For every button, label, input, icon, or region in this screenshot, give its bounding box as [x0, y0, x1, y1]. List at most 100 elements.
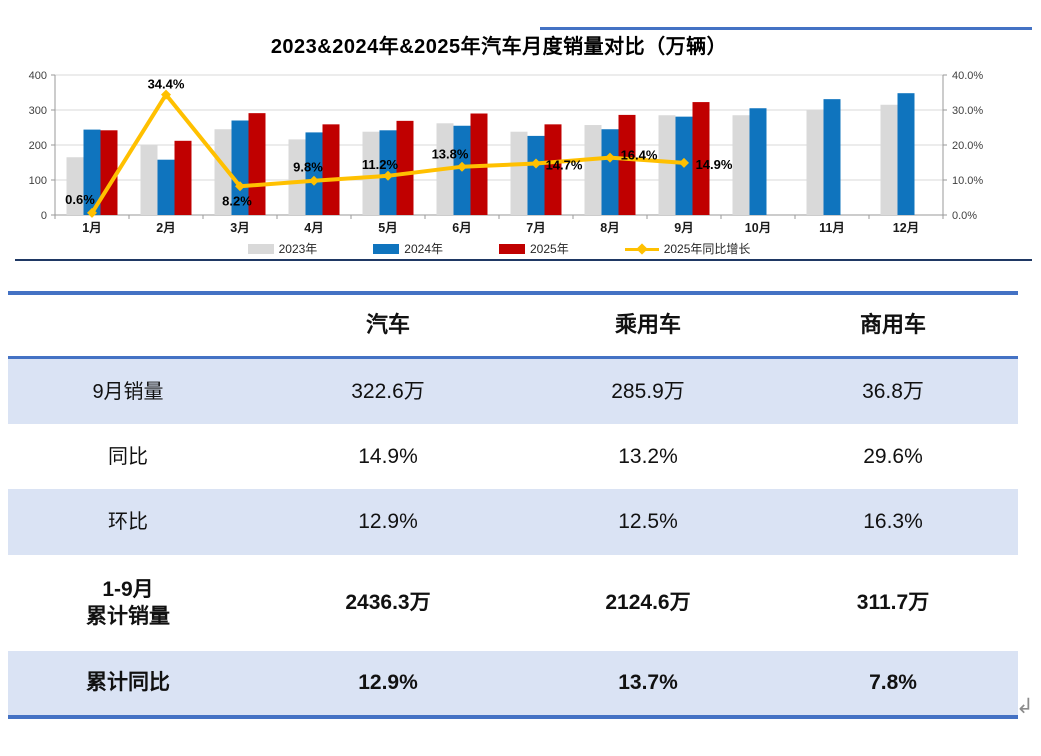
table-row-环比: 环比 12.9% 12.5% 16.3% [8, 489, 1018, 555]
bar-2025年-9月 [692, 102, 710, 215]
growth-data-label: 34.4% [148, 77, 185, 92]
cell-乘用车-环比: 12.5% [618, 510, 678, 534]
separator-line [15, 259, 1032, 261]
bar-2023年-3月 [214, 129, 232, 215]
x-axis-category-label: 11月 [819, 221, 845, 235]
growth-line-marker [235, 181, 245, 192]
bar-2025年-7月 [544, 124, 562, 215]
table-row-累计同比: 累计同比 12.9% 13.7% 7.8% [8, 651, 1018, 715]
legend-swatch-icon [247, 243, 274, 254]
bar-2024年-1月 [83, 129, 101, 215]
row-label: 同比 [108, 445, 148, 468]
row-label: 1-9月 累计销量 [86, 577, 170, 628]
x-axis-category-label: 3月 [230, 221, 249, 235]
growth-data-label: 14.9% [696, 157, 733, 172]
column-header-乘用车: 乘用车 [614, 312, 681, 338]
growth-line-marker [309, 175, 319, 186]
column-header-汽车: 汽车 [365, 312, 410, 338]
legend-item-2023年: 2023年 [247, 240, 318, 257]
legend-item-2025年同比增长: 2025年同比增长 [624, 240, 751, 257]
cell-汽车-环比: 12.9% [358, 510, 418, 534]
cell-乘用车-同比: 13.2% [618, 444, 678, 468]
bar-2023年-12月 [880, 104, 898, 215]
growth-line-marker [605, 152, 615, 163]
legend-line-icon [624, 242, 659, 255]
bar-2023年-7月 [510, 131, 528, 215]
sales-summary-table: 汽车 乘用车 商用车 9月销量 322.6万 285.9万 36.8万 同比 14.9% 13.2… [8, 291, 1018, 719]
growth-line-marker [161, 89, 171, 100]
cell-汽车-9月销量: 322.6万 [351, 379, 425, 403]
bar-2023年-2月 [140, 145, 158, 215]
top-border-line [540, 27, 1032, 30]
x-axis-category-label: 6月 [452, 221, 471, 235]
growth-line-marker [87, 207, 97, 218]
bar-2025年-8月 [618, 114, 636, 215]
left-axis-tick-label: 100 [29, 175, 47, 187]
chart-legend: 2023年 2024年 2025年 2025年同比增长 [15, 240, 983, 257]
chart-plot-area: 0 0.0% 100 10.0% 200 20.0% 300 30.0% 400 40.0% 1月 2… [29, 70, 984, 235]
growth-data-label: 13.8% [432, 147, 469, 162]
bar-2025年-2月 [174, 140, 192, 215]
cell-商用车-9月销量: 36.8万 [862, 379, 924, 403]
right-axis-tick-label: 40.0% [952, 70, 983, 82]
legend-label: 2023年 [278, 242, 318, 256]
x-axis-category-label: 1月 [82, 221, 101, 235]
growth-data-label: 16.4% [621, 148, 658, 163]
left-axis-tick-label: 300 [29, 105, 47, 117]
bar-2024年-12月 [897, 93, 915, 215]
growth-line-marker [383, 170, 393, 181]
x-axis-category-label: 7月 [526, 221, 545, 235]
table-bottom-border [8, 715, 1018, 719]
right-axis-tick-label: 0.0% [952, 210, 977, 222]
legend-label: 2025年 [530, 242, 569, 256]
x-axis-category-label: 12月 [893, 221, 919, 235]
bar-2024年-4月 [305, 132, 323, 215]
legend-label: 2024年 [404, 242, 443, 256]
bar-2025年-3月 [248, 113, 266, 215]
growth-data-label: 9.8% [293, 160, 323, 175]
legend-item-2024年: 2024年 [373, 240, 443, 257]
table-row-1-9月累计销量: 1-9月 累计销量 2436.3万 2124.6万 311.7万 [8, 555, 1018, 651]
cell-乘用车-9月销量: 285.9万 [611, 379, 685, 403]
growth-data-label: 14.7% [546, 158, 583, 173]
row-label: 累计同比 [86, 671, 170, 695]
bar-2024年-11月 [823, 99, 841, 215]
legend-item-2025年: 2025年 [499, 240, 569, 257]
left-axis-tick-label: 200 [29, 140, 47, 152]
x-axis-category-label: 4月 [304, 221, 323, 235]
x-axis-category-label: 10月 [745, 221, 771, 235]
right-axis-tick-label: 10.0% [952, 175, 983, 187]
left-axis-tick-label: 400 [29, 70, 47, 82]
bar-2024年-8月 [601, 129, 619, 215]
right-axis-tick-label: 20.0% [952, 140, 983, 152]
bar-2024年-3月 [231, 120, 249, 215]
bar-2023年-5月 [362, 131, 380, 215]
growth-line-marker [531, 158, 541, 169]
growth-data-label: 0.6% [65, 192, 95, 207]
x-axis-category-label: 8月 [600, 221, 619, 235]
paragraph-return-icon: ↲ [1016, 694, 1034, 718]
bar-2025年-4月 [322, 124, 340, 215]
growth-data-label: 8.2% [222, 193, 252, 208]
row-label: 9月销量 [92, 380, 164, 403]
row-label: 环比 [108, 511, 148, 533]
x-axis-category-label: 5月 [378, 221, 397, 235]
chart-title: 2023&2024年&2025年汽车月度销量对比（万辆） [270, 36, 728, 58]
bar-2023年-11月 [806, 110, 824, 215]
x-axis-category-label: 9月 [674, 221, 693, 235]
bar-2025年-5月 [396, 120, 414, 215]
cell-汽车-同比: 14.9% [358, 444, 418, 468]
table-header-row: 汽车 乘用车 商用车 [8, 295, 1018, 356]
cell-汽车-1-9月累计销量: 2436.3万 [345, 591, 431, 615]
cell-汽车-累计同比: 12.9% [358, 671, 418, 695]
cell-商用车-累计同比: 7.8% [869, 671, 917, 695]
legend-label: 2025年同比增长 [663, 242, 751, 256]
bar-2024年-2月 [157, 159, 175, 215]
cell-乘用车-累计同比: 13.7% [618, 671, 678, 695]
cell-商用车-同比: 29.6% [863, 444, 923, 468]
bar-2023年-9月 [658, 115, 676, 215]
legend-swatch-icon [373, 243, 400, 254]
monthly-sales-chart: 0 0.0% 100 10.0% 200 20.0% 300 30.0% 400 40.0% 1月 2… [15, 6, 1035, 258]
bar-2024年-10月 [749, 108, 767, 215]
